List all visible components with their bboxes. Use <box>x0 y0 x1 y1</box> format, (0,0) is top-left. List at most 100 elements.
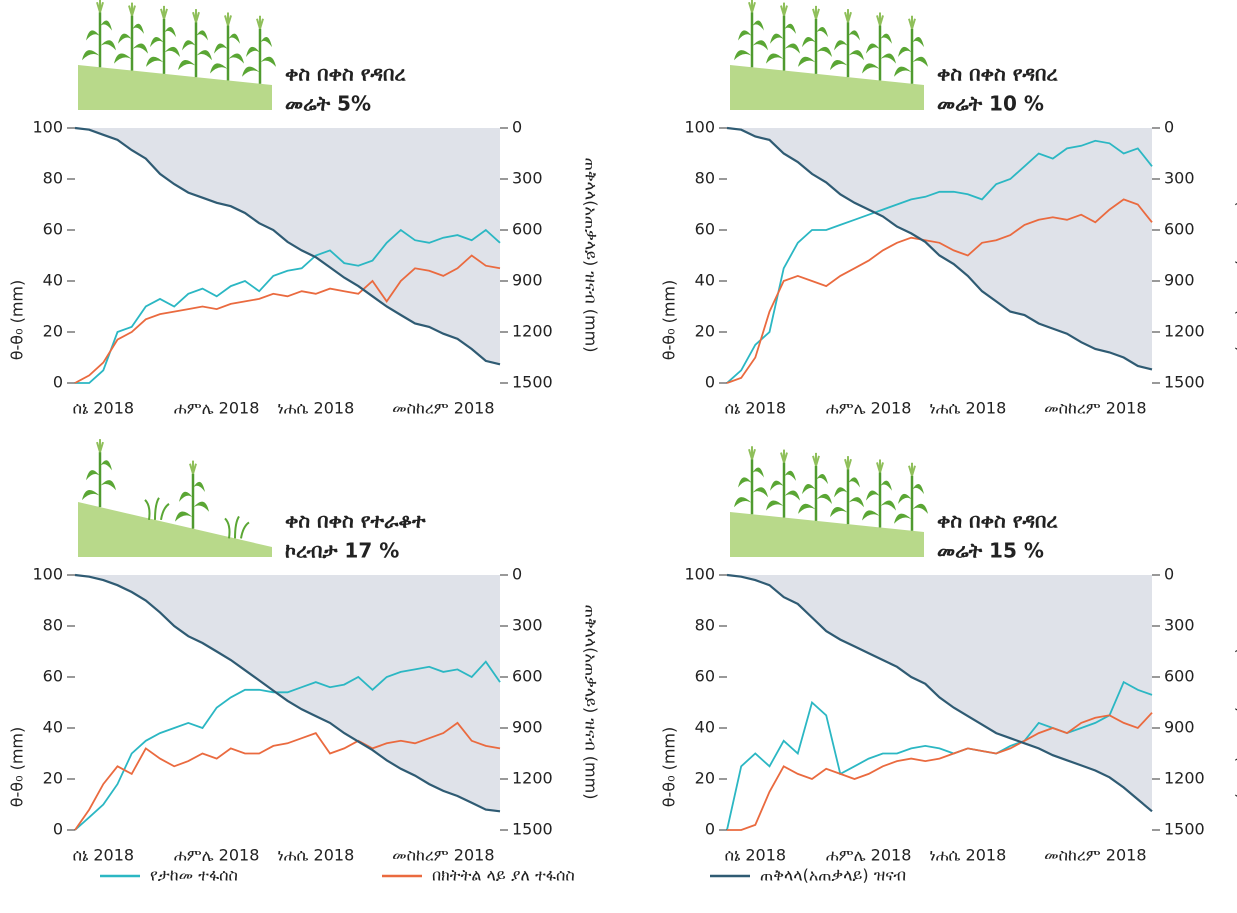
y2-tick-label: 0 <box>512 565 522 584</box>
x-tick-label: ሰኔ 2018 <box>725 399 787 418</box>
y2-tick-label: 600 <box>1164 220 1195 239</box>
plant-tassel <box>845 9 851 22</box>
plant-leaf <box>196 30 208 40</box>
plant-tassel <box>781 3 787 16</box>
legend-label: ጠቅላላ(አጠቃላይ) ዝናብ <box>760 866 906 885</box>
legend-label: የታከመ ተፋሰስ <box>150 866 238 885</box>
plant-tassel <box>877 12 883 25</box>
plant-leaf <box>260 37 272 47</box>
plant-leaf <box>770 481 784 491</box>
y-tick-label: 0 <box>705 373 715 392</box>
y2-tick-label: 1200 <box>512 322 553 341</box>
y-tick-label: 40 <box>695 271 715 290</box>
plant-tassel <box>909 16 915 29</box>
panel-title: መሬት 5% <box>285 92 371 116</box>
figure: ቀስ በቀስ የዳበረመሬት 5%02040608010003006009001… <box>0 0 1237 913</box>
plant-leaf <box>86 30 100 40</box>
y-axis-label: θ-θ₀ (mm) <box>8 727 27 808</box>
plant-tassel <box>225 12 231 25</box>
y2-axis-label: ጠቅላላ(አጠቃላይ) ዝናብ (mm) <box>582 605 601 800</box>
plant-leaf <box>830 507 848 517</box>
y2-tick-label: 900 <box>1164 718 1195 737</box>
x-tick-label: መስከረም 2018 <box>1044 399 1146 418</box>
y2-tick-label: 900 <box>512 271 543 290</box>
plant-leaf <box>146 57 164 67</box>
y-tick-label: 100 <box>684 118 715 137</box>
plant-leaf <box>752 467 764 477</box>
plant-leaf <box>862 510 880 520</box>
plant-leaf <box>816 27 828 37</box>
plant-leaf <box>100 20 112 30</box>
y-tick-label: 80 <box>43 616 63 635</box>
plant-tassel <box>909 463 915 476</box>
plant-leaf <box>214 44 228 54</box>
plant-leaf <box>752 487 768 497</box>
y2-tick-label: 1200 <box>512 769 553 788</box>
plant-leaf <box>150 37 164 47</box>
y2-tick-label: 1500 <box>512 820 553 839</box>
plant-leaf <box>862 63 880 73</box>
rainfall-area <box>727 575 1152 811</box>
y-tick-label: 80 <box>695 169 715 188</box>
plant-leaf <box>752 40 768 50</box>
y2-axis-label: ጠቅላላ(አጠቃላይ) ዝናብ (mm) <box>1234 605 1237 800</box>
y2-tick-label: 1500 <box>1164 373 1205 392</box>
plant-leaf <box>912 504 928 514</box>
plant-leaf <box>894 67 912 77</box>
y2-tick-label: 600 <box>1164 667 1195 686</box>
plant-leaf <box>848 477 860 487</box>
plant-tassel <box>97 439 103 452</box>
plant-leaf <box>894 514 912 524</box>
y-tick-label: 60 <box>43 667 63 686</box>
plant-leaf <box>734 497 752 507</box>
plant-leaf <box>898 494 912 504</box>
y2-tick-label: 900 <box>1164 271 1195 290</box>
plant-leaf <box>193 502 209 512</box>
y2-tick-label: 300 <box>1164 616 1195 635</box>
plant-leaf <box>118 34 132 44</box>
rainfall-area <box>75 128 500 364</box>
y-tick-label: 60 <box>43 220 63 239</box>
y-tick-label: 60 <box>695 220 715 239</box>
x-tick-label: መስከረም 2018 <box>1044 846 1146 865</box>
plant-leaf <box>164 27 176 37</box>
x-tick-label: መስከረም 2018 <box>392 399 494 418</box>
y-tick-label: 0 <box>705 820 715 839</box>
plant-tassel <box>781 450 787 463</box>
plot <box>727 128 1152 369</box>
panel: ቀስ በቀስ የዳበረመሬት 15 %020406080100030060090… <box>660 446 1237 864</box>
y2-tick-label: 900 <box>512 718 543 737</box>
plant-leaf <box>848 497 864 507</box>
plant-leaf <box>816 474 828 484</box>
plant-tassel <box>813 453 819 466</box>
plant-leaf <box>82 490 100 500</box>
slope <box>730 65 924 110</box>
y2-tick-label: 600 <box>512 667 543 686</box>
x-tick-label: ሰኔ 2018 <box>73 399 135 418</box>
plant-leaf <box>114 53 132 63</box>
plant-tassel <box>877 459 883 472</box>
plant-tassel <box>193 9 199 22</box>
plant-leaf <box>802 37 816 47</box>
plant-leaf <box>798 57 816 67</box>
plant-leaf <box>228 34 240 44</box>
y-tick-label: 0 <box>53 373 63 392</box>
panel-title: መሬት 10 % <box>937 92 1044 116</box>
plant-leaf <box>246 47 260 57</box>
plant-tassel <box>813 6 819 19</box>
plant-leaf <box>866 491 880 501</box>
plant-leaf <box>848 50 864 60</box>
plant-tassel <box>97 0 103 12</box>
plant-leaf <box>179 492 193 502</box>
plant-tassel <box>190 461 196 474</box>
plant-leaf <box>182 40 196 50</box>
plant-leaf <box>178 60 196 70</box>
x-tick-label: ሐምሌ 2018 <box>174 846 259 865</box>
plant-leaf <box>816 47 832 57</box>
y-tick-label: 20 <box>695 769 715 788</box>
grass <box>225 516 249 538</box>
y2-tick-label: 0 <box>1164 118 1174 137</box>
plant-tassel <box>161 6 167 19</box>
plant-tassel <box>257 16 263 29</box>
